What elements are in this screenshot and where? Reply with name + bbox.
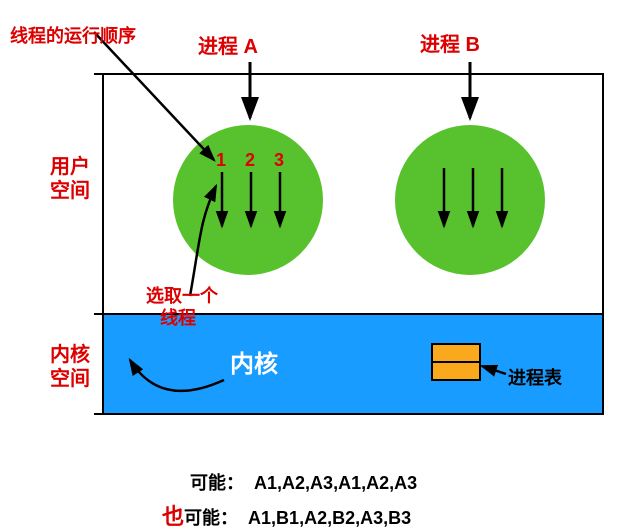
label-kernel: 内核: [230, 344, 278, 379]
process-a-circle: [173, 125, 323, 275]
label-kernel-space-2: 空间: [50, 362, 90, 391]
thread-number-3: 3: [274, 150, 284, 171]
process-b-circle: [395, 125, 545, 275]
diagram-svg: [0, 0, 640, 511]
label-user-space-2: 空间: [50, 174, 90, 203]
possibility-2-rest: 可能：: [184, 508, 248, 528]
diagram-stage: 线程的运行顺序 进程 A 进程 B 用户 空间 内核 空间 选取一个 线程 内核…: [0, 0, 640, 511]
possibility-line-2: 也可能： A1,B1,A2,B2,A3,B3: [152, 478, 411, 531]
label-process-a: 进程 A: [198, 30, 258, 59]
possibility-2-seq: A1,B1,A2,B2,A3,B3: [248, 508, 411, 528]
label-process-table: 进程表: [508, 364, 562, 390]
run-order-pointer: [94, 32, 214, 160]
thread-number-2: 2: [245, 150, 255, 171]
possibility-2-ye: 也: [162, 504, 184, 529]
label-select-thread-2: 线程: [160, 304, 196, 330]
label-process-b: 进程 B: [420, 28, 480, 57]
thread-number-1: 1: [216, 150, 226, 171]
label-run-order: 线程的运行顺序: [10, 22, 136, 48]
